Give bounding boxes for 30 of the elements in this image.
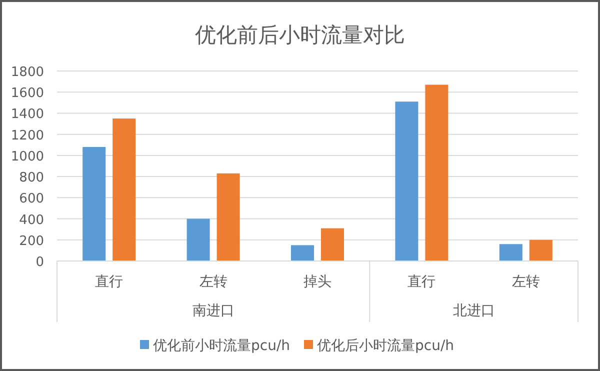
y-tick-label: 600 [19, 192, 44, 207]
y-tick-label: 1800 [10, 65, 44, 80]
bar [395, 102, 418, 261]
legend-label: 优化前小时流量pcu/h [153, 338, 290, 354]
y-tick-label: 0 [36, 255, 44, 270]
text: 南进口 [192, 303, 234, 319]
bar [499, 244, 522, 261]
y-tick-label: 1400 [10, 107, 44, 122]
y-tick-label: 1200 [10, 128, 44, 144]
y-tick-label: 800 [19, 170, 44, 186]
x-tick-label: 左转 [199, 274, 228, 290]
bar [321, 228, 344, 261]
legend-label: 优化后小时流量pcu/h [317, 338, 454, 354]
bar [112, 118, 136, 261]
text: 北进口 [452, 303, 495, 319]
y-tick-label: 200 [19, 234, 44, 249]
x-tick-label: 直行 [95, 274, 124, 290]
bar [82, 147, 106, 261]
bar [216, 173, 240, 261]
y-tick-label: 400 [19, 212, 44, 228]
x-tick-label: 左转 [512, 274, 540, 290]
x-tick-label: 掉头 [304, 274, 332, 290]
bar [291, 245, 314, 261]
y-tick-label: 1000 [10, 149, 44, 164]
x-tick-label: 直行 [408, 274, 436, 290]
bar [186, 218, 210, 261]
bar [425, 84, 448, 261]
chart-title: 优化前后小时流量对比 [195, 23, 405, 47]
y-tick-label: 1600 [10, 86, 44, 102]
bar [529, 240, 552, 261]
